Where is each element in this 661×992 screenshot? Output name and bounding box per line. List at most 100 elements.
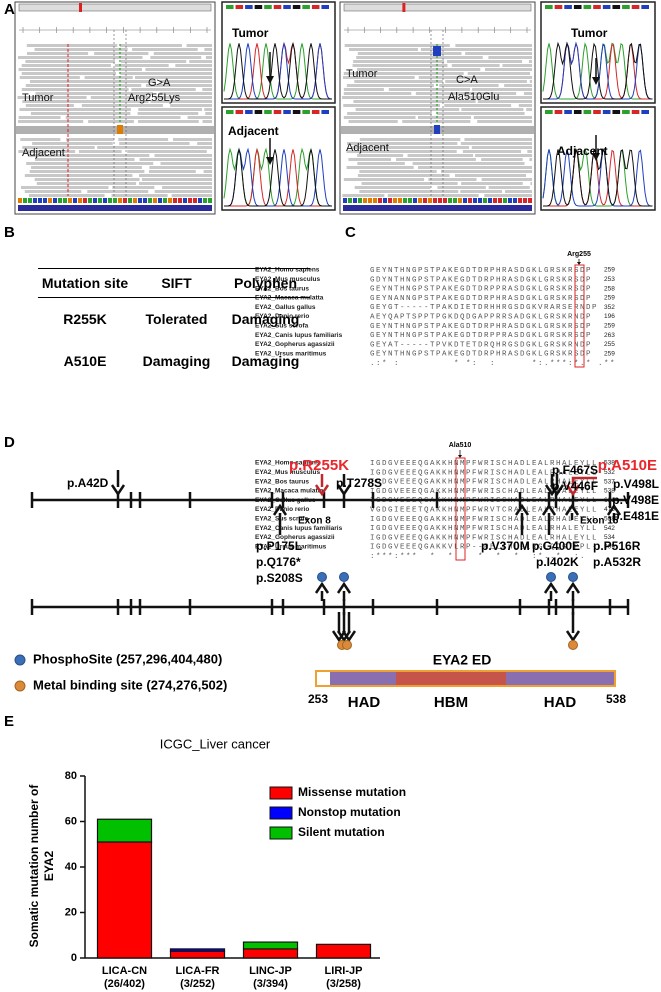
chromatogram-base-box: [321, 5, 329, 9]
igv-sequence-base: [203, 198, 207, 203]
igv-label: Tumor: [22, 92, 54, 104]
legend-swatch: [269, 806, 293, 820]
igv-sequence-base: [448, 198, 452, 203]
igv-sequence-base: [178, 198, 182, 203]
site-arrowhead: [458, 455, 462, 458]
igv-read: [28, 194, 105, 197]
igv-sequence-base: [483, 198, 487, 203]
igv-read: [357, 154, 404, 157]
domain-end: 538: [606, 692, 626, 706]
igv-ideogram-mark: [402, 3, 406, 12]
mutation-arrowhead: [544, 484, 560, 497]
igv-read: [353, 60, 445, 63]
igv-read: [17, 96, 87, 99]
igv-read: [21, 72, 116, 75]
igv-read: [346, 150, 457, 153]
legend-label: Silent mutation: [298, 825, 385, 839]
igv-read: [357, 68, 481, 71]
chromatogram-base-box: [583, 5, 592, 9]
igv-read: [159, 92, 212, 95]
igv-sequence-base: [68, 198, 72, 203]
sequence-position: 537: [604, 478, 615, 485]
igv-read: [444, 104, 512, 107]
igv-sequence-base: [28, 198, 32, 203]
igv-read: [471, 146, 532, 149]
sequence-position: 259: [604, 350, 615, 357]
igv-sequence-base: [348, 198, 352, 203]
igv-read: [477, 120, 532, 123]
igv-sequence-base: [18, 198, 22, 203]
igv-read: [461, 182, 523, 185]
table-cell: Damaging: [231, 311, 300, 327]
igv-sequence-base: [443, 198, 447, 203]
mutation-arrowhead: [314, 484, 330, 497]
igv-coverage-mark: [434, 125, 440, 134]
igv-read: [18, 116, 61, 119]
igv-sequence-base: [528, 198, 532, 203]
panel-label: D: [4, 434, 15, 451]
sequence: GEYGT-----TPAKDIETDRHHRGSDGKVRARSERNDP: [370, 304, 598, 312]
igv-read: [455, 174, 527, 177]
igv-ideogram: [343, 3, 532, 12]
chromatogram-base-box: [311, 5, 320, 9]
igv-read: [437, 112, 525, 115]
igv-read: [439, 84, 499, 87]
igv-read: [203, 170, 212, 173]
chart: 0 20 40 60 80 LICA-CN(26/402) LICA-FR(3/252) LI…: [65, 770, 406, 990]
igv-sequence-base: [488, 198, 492, 203]
table-cell: Tolerated: [145, 311, 208, 327]
igv-sequence-base: [43, 198, 47, 203]
igv-read: [484, 194, 532, 197]
sequence-position: 352: [604, 304, 615, 311]
mutation-label: p.A42D: [67, 476, 109, 490]
igv-read: [446, 60, 523, 63]
igv-read: [18, 150, 76, 153]
mutation-arrowhead: [543, 581, 559, 594]
igv-read: [81, 104, 163, 107]
chromatogram-base-box: [302, 110, 310, 114]
igv-read: [353, 100, 476, 103]
chromatogram-base-box: [226, 110, 234, 114]
igv-read: [420, 48, 532, 51]
igv-sequence-base: [188, 198, 192, 203]
igv-sequence-base: [398, 198, 402, 203]
igv-read: [175, 64, 212, 67]
igv-read: [18, 68, 142, 71]
igv-read: [437, 186, 486, 189]
mutation-arrowhead: [564, 503, 580, 516]
igv-read: [153, 52, 212, 55]
phospho-site: [546, 572, 556, 582]
domain-region: [396, 672, 506, 685]
sequence-position: 538: [604, 516, 615, 523]
mutation-label: p.P516R: [593, 539, 641, 553]
igv-read: [145, 84, 212, 87]
igv-read: [359, 138, 461, 141]
sequence: GEYNTHNGPSTPAKEGDTDRPPRASDGKLGRSKRSDP: [370, 332, 592, 340]
igv-read: [344, 44, 450, 47]
igv-protein: Arg255Lys: [128, 92, 181, 104]
chromatogram-base-box: [602, 5, 611, 9]
igv-read: [31, 166, 142, 169]
igv-sequence-base: [98, 198, 102, 203]
igv-read: [118, 138, 169, 141]
header-cell: SIFT: [132, 268, 221, 298]
igv-sequence-base: [53, 198, 57, 203]
igv-read: [354, 80, 443, 83]
igv-read: [455, 44, 532, 47]
x-tick-note: (3/252): [180, 978, 215, 990]
x-tick-label: LINC-JP: [249, 965, 292, 977]
igv-read: [473, 116, 532, 119]
mutation-label: p.V370M: [481, 539, 530, 553]
igv-read: [34, 158, 135, 161]
mutation-label: p.Q176*: [256, 555, 301, 569]
sequence: GEYNTHNGPSTPAKEGDTDRPHRASDGKLGRSKRSDP: [370, 351, 592, 359]
table-cell: A510E: [63, 353, 107, 369]
igv-read: [34, 48, 128, 51]
header-cell: Polyphen: [221, 268, 310, 298]
mutation-highlight: p.R255K: [289, 457, 349, 474]
legend-label: Missense mutation: [298, 785, 406, 799]
igv-read: [204, 48, 212, 51]
igv-read: [132, 48, 198, 51]
sequence: IGDGVEEEQGAKKHNMPFWRISCHADLEALRHALEYLL: [370, 525, 598, 533]
